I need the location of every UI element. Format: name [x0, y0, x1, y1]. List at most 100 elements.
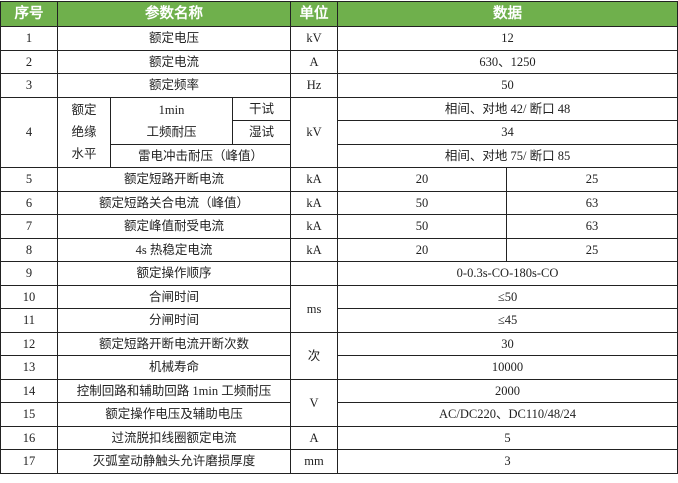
unit: kA — [290, 237, 339, 262]
seq: 11 — [0, 308, 58, 333]
param-name: 4s 热稳定电流 — [56, 237, 292, 262]
table-row: 湿试 34 — [1, 120, 678, 145]
seq: 15 — [0, 402, 58, 427]
value: 2000 — [337, 378, 678, 403]
unit: kA — [290, 167, 339, 192]
header-param: 参数名称 — [56, 1, 292, 27]
unit: A — [290, 49, 339, 74]
seq: 2 — [0, 49, 58, 74]
value: 3 — [337, 449, 678, 474]
seq: 9 — [0, 261, 58, 286]
table-row: 6 额定短路关合电流（峰值） kA 50 63 — [0, 190, 678, 215]
table-row: 7 额定峰值耐受电流 kA 50 63 — [0, 214, 678, 239]
seq: 3 — [0, 73, 58, 98]
unit: kA — [290, 190, 339, 215]
param-name: 额定操作电压及辅助电压 — [56, 402, 292, 427]
seq: 17 — [0, 449, 58, 474]
value-1: 50 — [337, 214, 508, 239]
seq: 10 — [0, 284, 58, 309]
value-2: 63 — [506, 214, 678, 239]
seq: 16 — [0, 425, 58, 450]
value: 相间、对地 75/ 断口 85 — [337, 143, 678, 168]
value: AC/DC220、DC110/48/24 — [337, 402, 678, 427]
header-seq: 序号 — [0, 1, 58, 27]
param-name: 灭弧室动静触头允许磨损厚度 — [56, 449, 292, 474]
seq: 7 — [0, 214, 58, 239]
unit: A — [290, 425, 339, 450]
table-row: 9 额定操作顺序 0-0.3s-CO-180s-CO — [0, 261, 678, 286]
wet-test: 湿试 — [231, 120, 292, 145]
table-row: 雷电冲击耐压（峰值） 相间、对地 75/ 断口 85 — [1, 143, 678, 168]
param-name: 额定电流 — [56, 49, 292, 74]
value-1: 50 — [337, 190, 508, 215]
value-2: 25 — [506, 237, 678, 262]
param-name: 额定短路关合电流（峰值） — [56, 190, 292, 215]
seq: 1 — [0, 26, 58, 51]
power-frequency-label: 1min 工频耐压 — [110, 96, 233, 145]
param-name: 额定电压 — [56, 26, 292, 51]
table-row: 16 过流脱扣线圈额定电流 A 5 — [0, 425, 678, 450]
insulation-level-label: 额定 绝缘 水平 — [57, 96, 111, 168]
unit: kV — [290, 96, 339, 168]
table-row: 12 额定短路开断电流开断次数次 30 — [0, 331, 678, 380]
parameter-table: 序号 参数名称 单位 数据 1 额定电压 kV 12 2 额定电流 A 630、1250 3… — [0, 1, 678, 474]
unit — [290, 261, 339, 286]
header-unit: 单位 — [290, 1, 339, 27]
param-name: 分闸时间 — [56, 308, 292, 333]
param-name: 额定频率 — [56, 73, 292, 98]
table-header: 序号 参数名称 单位 数据 — [0, 1, 678, 27]
value: ≤45 — [337, 308, 678, 333]
param-name: 控制回路和辅助回路 1min 工频耐压 — [56, 378, 292, 403]
param-name: 合闸时间 — [56, 284, 292, 309]
unit: V — [290, 378, 339, 427]
table-row: 4 额定 绝缘 水平 1min 工频耐压 干试 kV 相间、对地 42/ 断口 … — [0, 96, 678, 168]
param-name: 额定短路开断电流 — [56, 167, 292, 192]
seq: 12 — [0, 331, 58, 356]
unit: Hz — [290, 73, 339, 98]
unit: 次 — [290, 331, 339, 380]
table-row: 8 4s 热稳定电流 kA 20 25 — [0, 237, 678, 262]
value: 630、1250 — [337, 49, 678, 74]
group-line: 水平 — [71, 147, 97, 162]
seq: 13 — [0, 355, 58, 380]
table-row: 3 额定频率 Hz 50 — [0, 73, 678, 98]
value: 50 — [337, 73, 678, 98]
table-row: 5 额定短路开断电流 kA 20 25 — [0, 167, 678, 192]
table-row: 13 机械寿命 10000 — [0, 355, 678, 380]
pf-line: 工频耐压 — [146, 124, 197, 139]
table-row: 11 分闸时间 ≤45 — [0, 308, 678, 333]
seq: 6 — [0, 190, 58, 215]
seq: 4 — [0, 96, 58, 168]
value-2: 25 — [506, 167, 678, 192]
header-data: 数据 — [337, 1, 678, 27]
param-name: 额定操作顺序 — [56, 261, 292, 286]
table-row: 10 合闸时间 ms ≤50 — [0, 284, 678, 333]
value-1: 20 — [337, 237, 508, 262]
value: 相间、对地 42/ 断口 48 — [337, 96, 678, 121]
value: 0-0.3s-CO-180s-CO — [337, 261, 678, 286]
value: 5 — [337, 425, 678, 450]
table-row: 1 额定电压 kV 12 — [0, 26, 678, 51]
seq: 5 — [0, 167, 58, 192]
table-row: 14 控制回路和辅助回路 1min 工频耐压 V 2000 — [0, 378, 678, 427]
unit: mm — [290, 449, 339, 474]
value-2: 63 — [506, 190, 678, 215]
value: 12 — [337, 26, 678, 51]
param-name: 机械寿命 — [56, 355, 292, 380]
unit: kV — [290, 26, 339, 51]
table-row: 2 额定电流 A 630、1250 — [0, 49, 678, 74]
unit: ms — [290, 284, 339, 333]
seq: 8 — [0, 237, 58, 262]
group-line: 额定 — [71, 103, 97, 118]
value-1: 20 — [337, 167, 508, 192]
param-name: 过流脱扣线圈额定电流 — [56, 425, 292, 450]
unit: kA — [290, 214, 339, 239]
value: ≤50 — [337, 284, 678, 309]
param-name: 额定短路开断电流开断次数 — [56, 331, 292, 356]
group-line: 绝缘 — [71, 125, 97, 140]
impulse-label: 雷电冲击耐压（峰值） — [109, 143, 292, 168]
table-row: 15 额定操作电压及辅助电压 AC/DC220、DC110/48/24 — [0, 402, 678, 427]
param-name: 额定峰值耐受电流 — [56, 214, 292, 239]
table-row: 17 灭弧室动静触头允许磨损厚度 mm 3 — [0, 449, 678, 474]
value: 10000 — [337, 355, 678, 380]
